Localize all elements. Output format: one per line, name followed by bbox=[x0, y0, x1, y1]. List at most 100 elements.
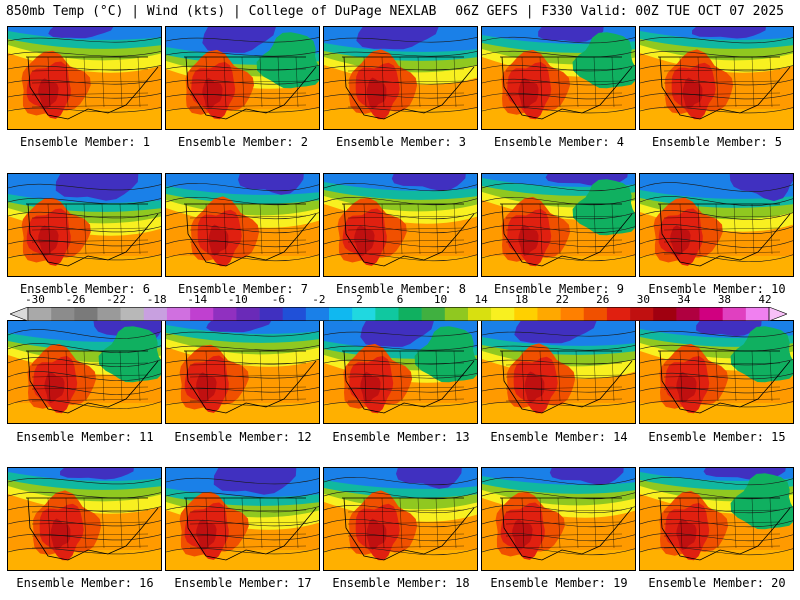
temperature-map bbox=[166, 321, 319, 423]
colorbar-swatch bbox=[745, 307, 770, 321]
temperature-map bbox=[324, 27, 477, 129]
colorbar-swatch bbox=[699, 307, 723, 321]
colorbar-swatch bbox=[120, 307, 145, 321]
colorbar-swatch bbox=[606, 307, 631, 321]
colorbar-swatch bbox=[467, 307, 492, 321]
colorbar-swatch bbox=[213, 307, 237, 321]
ensemble-member-label: Ensemble Member: 20 bbox=[648, 576, 786, 590]
ensemble-member-label: Ensemble Member: 6 bbox=[19, 282, 151, 296]
colorbar-tick-label: -30 bbox=[25, 293, 45, 306]
ensemble-member-label: Ensemble Member: 9 bbox=[493, 282, 625, 296]
temperature-map bbox=[640, 468, 793, 570]
colorbar-tick-label: 2 bbox=[356, 293, 363, 306]
ensemble-member-label: Ensemble Member: 4 bbox=[493, 135, 625, 149]
colorbar-swatch bbox=[398, 307, 422, 321]
colorbar-swatch bbox=[676, 307, 700, 321]
temperature-map bbox=[482, 174, 635, 276]
ensemble-member-label: Ensemble Member: 16 bbox=[16, 576, 154, 590]
colorbar-tick-label: -14 bbox=[187, 293, 208, 306]
temperature-map bbox=[8, 27, 161, 129]
temperature-map bbox=[482, 27, 635, 129]
colorbar-swatch bbox=[560, 307, 585, 321]
colorbar-swatch bbox=[74, 307, 98, 321]
colorbar-swatch bbox=[375, 307, 399, 321]
colorbar-swatch bbox=[444, 307, 469, 321]
colorbar-swatch bbox=[583, 307, 608, 321]
colorbar-tick-label: -10 bbox=[227, 293, 248, 306]
colorbar-swatch bbox=[421, 307, 446, 321]
colorbar-tick-label: -18 bbox=[146, 293, 167, 306]
colorbar-swatch bbox=[630, 307, 654, 321]
temperature-map bbox=[166, 468, 319, 570]
temperature-map bbox=[166, 27, 319, 129]
colorbar-tick-label: 14 bbox=[474, 293, 488, 306]
colorbar-swatch bbox=[166, 307, 191, 321]
colorbar-tick-label: 38 bbox=[717, 293, 732, 306]
colorbar-swatch bbox=[537, 307, 561, 321]
ensemble-member-label: Ensemble Member: 3 bbox=[335, 135, 467, 149]
temperature-map bbox=[482, 468, 635, 570]
ensemble-member-label: Ensemble Member: 10 bbox=[648, 282, 786, 296]
ensemble-panel-10 bbox=[639, 173, 794, 277]
ensemble-panel-1 bbox=[7, 26, 162, 130]
colorbar-tick-label: 18 bbox=[515, 293, 529, 306]
colorbar-low-arrow bbox=[10, 307, 29, 321]
ensemble-member-label: Ensemble Member: 1 bbox=[19, 135, 151, 149]
ensemble-panel-18 bbox=[323, 467, 478, 571]
colorbar-high-arrow bbox=[768, 307, 787, 321]
colorbar-swatch bbox=[51, 307, 75, 321]
ensemble-member-label: Ensemble Member: 14 bbox=[490, 430, 628, 444]
colorbar-swatch bbox=[722, 307, 747, 321]
colorbar-tick-label: -2 bbox=[312, 293, 326, 306]
ensemble-panel-4 bbox=[481, 26, 636, 130]
ensemble-member-label: Ensemble Member: 8 bbox=[335, 282, 467, 296]
ensemble-panel-16 bbox=[7, 467, 162, 571]
ensemble-member-label: Ensemble Member: 7 bbox=[177, 282, 309, 296]
colorbar-swatch bbox=[97, 307, 121, 321]
colorbar-swatch bbox=[491, 307, 515, 321]
temperature-colorbar bbox=[10, 307, 787, 321]
ensemble-panel-15 bbox=[639, 320, 794, 424]
ensemble-member-label: Ensemble Member: 2 bbox=[177, 135, 309, 149]
ensemble-panel-3 bbox=[323, 26, 478, 130]
temperature-map bbox=[640, 27, 793, 129]
temperature-map bbox=[166, 174, 319, 276]
colorbar-tick-label: 42 bbox=[758, 293, 772, 306]
ensemble-panel-19 bbox=[481, 467, 636, 571]
ensemble-panel-5 bbox=[639, 26, 794, 130]
colorbar-swatch bbox=[329, 307, 353, 321]
ensemble-panel-12 bbox=[165, 320, 320, 424]
colorbar-swatch bbox=[143, 307, 168, 321]
colorbar-swatch bbox=[352, 307, 376, 321]
colorbar-tick-label: 34 bbox=[677, 293, 691, 306]
ensemble-member-label: Ensemble Member: 17 bbox=[174, 576, 312, 590]
temperature-map bbox=[8, 321, 161, 423]
ensemble-panel-7 bbox=[165, 173, 320, 277]
colorbar-tick-label: -22 bbox=[106, 293, 127, 306]
ensemble-panel-11 bbox=[7, 320, 162, 424]
colorbar-ticks: -30 -26 -22 -18 -14 -10 -6 -2 2 6 10 14 18 22 26 30 34 38… bbox=[0, 294, 800, 307]
temperature-map bbox=[640, 321, 793, 423]
run-valid-time: 06Z GEFS | F330 Valid: 00Z TUE OCT 07 20… bbox=[455, 4, 784, 19]
colorbar-swatch bbox=[28, 307, 52, 321]
ensemble-panel-6 bbox=[7, 173, 162, 277]
ensemble-panel-13 bbox=[323, 320, 478, 424]
temperature-map bbox=[324, 321, 477, 423]
ensemble-member-label: Ensemble Member: 13 bbox=[332, 430, 470, 444]
ensemble-panel-2 bbox=[165, 26, 320, 130]
colorbar-swatch bbox=[282, 307, 307, 321]
ensemble-panel-17 bbox=[165, 467, 320, 571]
colorbar-tick-label: 26 bbox=[596, 293, 610, 306]
colorbar-tick-label: 10 bbox=[433, 293, 448, 306]
ensemble-panel-8 bbox=[323, 173, 478, 277]
temperature-map bbox=[8, 174, 161, 276]
colorbar-tick-label: 6 bbox=[396, 293, 404, 306]
ensemble-member-label: Ensemble Member: 11 bbox=[16, 430, 154, 444]
colorbar-swatch bbox=[236, 307, 260, 321]
colorbar-swatch bbox=[190, 307, 214, 321]
temperature-map bbox=[324, 174, 477, 276]
temperature-map bbox=[8, 468, 161, 570]
temperature-map bbox=[640, 174, 793, 276]
temperature-map bbox=[482, 321, 635, 423]
ensemble-member-label: Ensemble Member: 19 bbox=[490, 576, 628, 590]
